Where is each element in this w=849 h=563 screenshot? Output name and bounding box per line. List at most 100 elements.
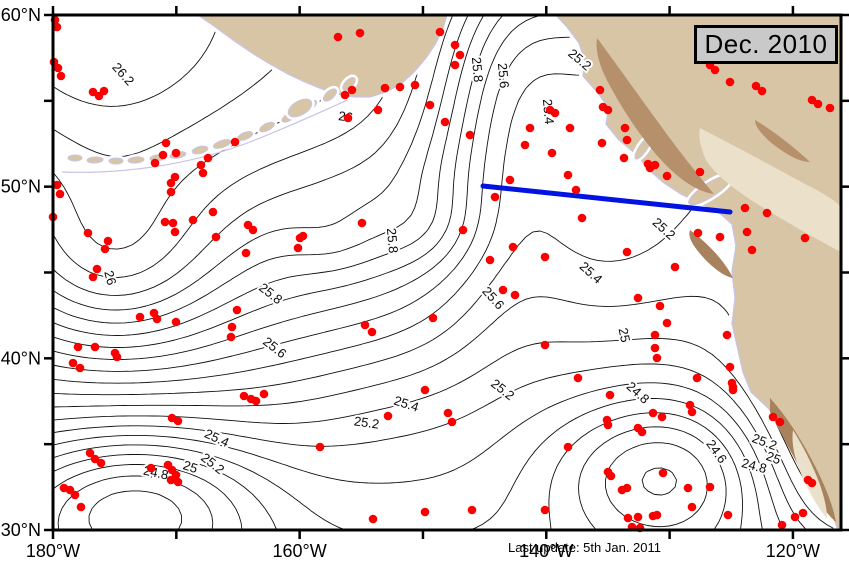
- argo-float-dot: [563, 442, 573, 452]
- argo-float-dot: [777, 520, 787, 530]
- argo-float-dot: [790, 512, 800, 522]
- argo-float-dot: [96, 458, 106, 468]
- argo-float-dot: [447, 417, 457, 427]
- argo-float-dot: [68, 358, 78, 368]
- argo-float-dot: [683, 483, 693, 493]
- argo-float-dot: [550, 108, 560, 118]
- date-badge-label: Dec. 2010: [704, 29, 828, 59]
- contour-value-label: 25.8: [384, 227, 401, 254]
- contour-value-label: 25: [616, 326, 634, 343]
- contour-value-label: 25.6: [260, 334, 289, 361]
- contour-value-label: 26: [101, 269, 119, 287]
- landmass: [195, 14, 448, 98]
- argo-float-dot: [619, 153, 629, 163]
- argo-float-dot: [508, 242, 518, 252]
- argo-float-dot: [383, 411, 393, 421]
- argo-float-dot: [152, 314, 162, 324]
- x-axis-label: 140°W: [519, 541, 573, 561]
- argo-float-dot: [168, 218, 178, 228]
- terrain-lowland: [792, 430, 827, 518]
- contour-value-label: 25.6: [495, 62, 512, 89]
- argo-float-dot: [657, 412, 667, 422]
- argo-float-dot: [648, 511, 658, 521]
- argo-float-dot: [188, 215, 198, 225]
- argo-float-dot: [360, 320, 370, 330]
- argo-float-dot: [622, 135, 632, 145]
- density-contour-line: [52, 363, 808, 531]
- argo-float-dot: [166, 187, 176, 197]
- x-axis-label: 160°W: [273, 541, 327, 561]
- argo-float-dot: [410, 80, 420, 90]
- argo-float-dot: [298, 231, 308, 241]
- argo-float-dot: [813, 99, 823, 109]
- argo-float-dot: [825, 103, 835, 113]
- argo-float-dot: [573, 373, 583, 383]
- argo-float-dot: [208, 207, 218, 217]
- argo-float-dot: [655, 301, 665, 311]
- argo-float-dot: [622, 483, 632, 493]
- argo-float-dot: [420, 385, 430, 395]
- density-contour-line: [52, 426, 727, 531]
- argo-float-dot: [633, 512, 643, 522]
- track-layer: [480, 183, 733, 215]
- argo-float-dot: [161, 138, 171, 148]
- argo-float-dot: [395, 82, 405, 92]
- argo-float-dot: [70, 490, 80, 500]
- argo-float-dot: [53, 63, 63, 73]
- contour-value-label: 25.4: [202, 426, 231, 450]
- argo-float-dot: [768, 412, 778, 422]
- argo-float-dot: [798, 508, 808, 518]
- argo-float-dot: [605, 390, 615, 400]
- argo-float-dot: [293, 243, 303, 253]
- argo-float-dot: [435, 27, 445, 37]
- density-contour-line: [52, 397, 763, 531]
- argo-float-dot: [606, 471, 616, 481]
- argo-float-dot: [498, 285, 508, 295]
- argo-float-dot: [775, 417, 785, 427]
- density-contour-line: [88, 467, 677, 531]
- density-contour-line: [52, 14, 842, 311]
- last-update-note: Last update: 5th Jan. 2011: [508, 540, 661, 555]
- argo-float-dot: [196, 160, 206, 170]
- argo-float-dot: [211, 232, 221, 242]
- argo-float-dot: [722, 330, 732, 340]
- argo-float-dot: [705, 482, 715, 492]
- argo-float-dot: [710, 65, 720, 75]
- contour-value-label: 26.2: [109, 60, 137, 89]
- argo-float-dot: [728, 385, 738, 395]
- y-axis-label: 60°N: [1, 5, 41, 25]
- argo-float-dot: [450, 40, 460, 50]
- argo-float-dot: [740, 203, 750, 213]
- line-p-track: [480, 183, 733, 215]
- argo-float-dot: [662, 171, 672, 181]
- terrain-mountains: [755, 120, 810, 162]
- argo-float-dot: [367, 327, 377, 337]
- argo-float-dot: [747, 245, 757, 255]
- density-contour-line: [52, 382, 785, 531]
- argo-float-dot: [455, 50, 465, 60]
- island: [212, 139, 232, 149]
- island: [259, 121, 275, 133]
- argo-float-dot: [685, 400, 695, 410]
- argo-float-dot: [355, 28, 365, 38]
- argo-float-dot: [340, 90, 350, 100]
- argo-float-dot: [373, 105, 383, 115]
- argo-float-dot: [563, 170, 573, 180]
- argo-float-dot: [622, 247, 632, 257]
- argo-float-dot: [540, 252, 550, 262]
- argo-float-dot: [259, 389, 269, 399]
- argo-float-dot: [85, 448, 95, 458]
- argo-float-dot: [52, 22, 62, 32]
- island: [67, 154, 83, 162]
- argo-float-dot: [166, 475, 176, 485]
- argo-float-dot: [662, 318, 672, 328]
- argo-float-dot: [540, 340, 550, 350]
- argo-float-dot: [150, 158, 160, 168]
- argo-float-dot: [571, 185, 581, 195]
- argo-float-dot: [135, 312, 145, 322]
- argo-float-dot: [525, 123, 535, 133]
- argo-float-dot: [695, 167, 705, 177]
- argo-float-dot: [650, 330, 660, 340]
- argo-float-dot: [230, 137, 240, 147]
